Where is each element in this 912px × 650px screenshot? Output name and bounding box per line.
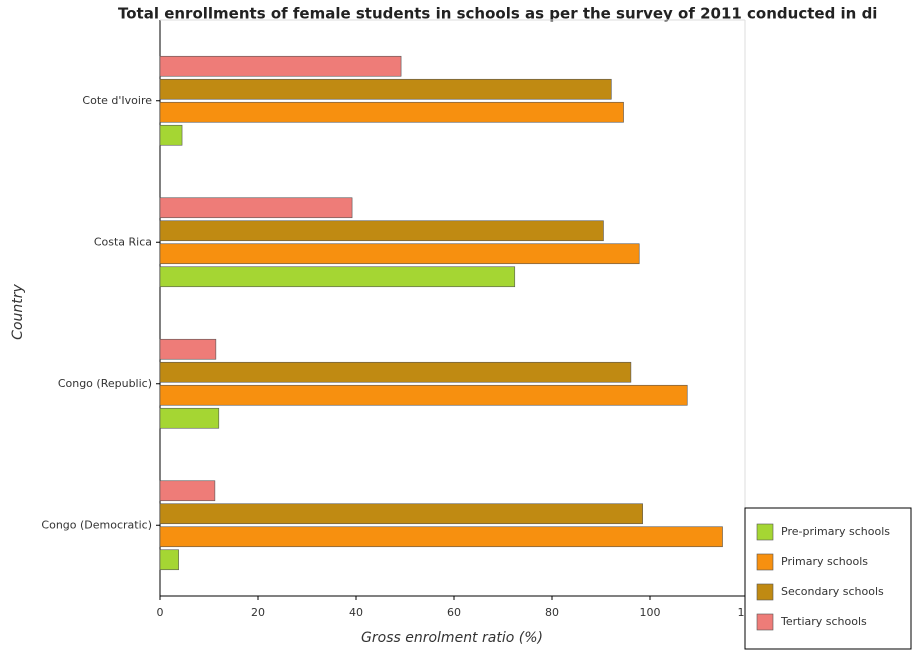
legend-label: Secondary schools [781,585,884,598]
y-tick-label: Congo (Republic) [58,377,152,390]
x-axis-title: Gross enrolment ratio (%) [361,630,543,646]
legend-swatch [756,553,774,571]
legend-swatch [756,613,774,631]
bar [159,384,688,406]
bar [159,338,217,360]
legend: Pre-primary schools Primary schools Second… [744,507,912,650]
bar [159,503,643,525]
legend-label: Primary schools [781,555,868,568]
x-tick-label: 80 [545,606,559,619]
legend-swatch [756,523,774,541]
bar [159,361,632,383]
y-axis-title: Country [10,283,26,339]
bar [159,220,604,242]
bar [159,197,353,219]
bar [159,101,624,123]
bar [159,243,640,265]
x-tick-label: 20 [251,606,265,619]
legend-label: Pre-primary schools [781,525,890,538]
bar [159,480,216,502]
bar [159,526,723,548]
y-tick-label: Congo (Democratic) [41,518,152,531]
x-tick-label: 40 [349,606,363,619]
x-tick-label: 100 [640,606,661,619]
y-tick-label: Cote d'Ivoire [82,94,152,107]
x-tick-label: 0 [157,606,164,619]
x-tick-label: 60 [447,606,461,619]
bar [159,55,402,77]
y-tick-label: Costa Rica [94,235,152,248]
legend-swatch [756,583,774,601]
bar [159,124,183,146]
bar [159,549,179,571]
legend-label: Tertiary schools [780,615,867,628]
chart-title: Total enrollments of female students in … [118,5,877,23]
bar [159,266,516,288]
bar [159,407,220,429]
bar [159,78,612,100]
